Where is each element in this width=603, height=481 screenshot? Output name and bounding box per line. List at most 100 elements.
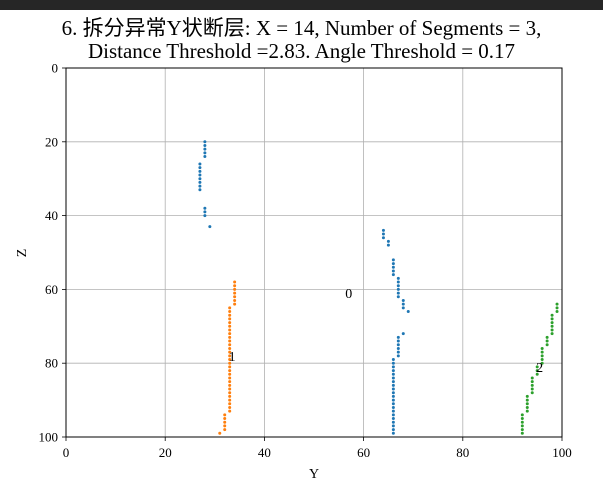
data-point-series-0 (406, 310, 410, 314)
data-point-series-2 (535, 365, 539, 369)
data-point-series-2 (520, 431, 524, 435)
data-point-series-1 (233, 298, 237, 302)
data-point-series-0 (396, 280, 400, 284)
data-point-series-1 (228, 365, 232, 369)
data-point-series-1 (228, 313, 232, 317)
x-axis-label: Y (309, 467, 319, 481)
data-point-series-2 (550, 317, 554, 321)
data-point-series-0 (198, 180, 202, 184)
data-point-series-1 (228, 328, 232, 332)
data-point-series-2 (550, 321, 554, 325)
data-point-series-0 (198, 184, 202, 188)
data-point-series-0 (396, 276, 400, 280)
data-point-series-2 (540, 361, 544, 365)
x-tick-label: 80 (456, 445, 469, 460)
data-point-series-0 (386, 239, 390, 243)
data-point-series-0 (198, 173, 202, 177)
data-point-series-2 (530, 380, 534, 384)
data-point-series-0 (401, 302, 405, 306)
data-point-series-2 (525, 402, 529, 406)
data-point-series-2 (520, 424, 524, 428)
data-point-series-1 (233, 291, 237, 295)
data-point-series-1 (228, 361, 232, 365)
data-point-series-1 (228, 387, 232, 391)
data-point-series-0 (198, 162, 202, 166)
data-point-series-0 (203, 140, 207, 144)
data-point-series-0 (381, 232, 385, 236)
data-point-series-0 (391, 273, 395, 277)
y-axis-label: Z (15, 249, 30, 258)
data-point-series-0 (391, 265, 395, 269)
x-tick-label: 40 (258, 445, 271, 460)
data-point-series-0 (391, 361, 395, 365)
data-point-series-2 (535, 369, 539, 373)
data-point-series-2 (530, 383, 534, 387)
data-point-series-0 (391, 369, 395, 373)
data-point-series-0 (391, 372, 395, 376)
data-point-series-0 (198, 188, 202, 192)
data-point-series-2 (550, 328, 554, 332)
data-point-series-0 (391, 365, 395, 369)
data-point-series-1 (223, 413, 227, 417)
data-point-series-2 (520, 417, 524, 421)
data-point-series-1 (228, 394, 232, 398)
data-point-series-0 (198, 166, 202, 170)
data-point-series-2 (545, 339, 549, 343)
y-tick-label: 100 (39, 430, 59, 445)
data-point-series-0 (381, 236, 385, 240)
data-point-series-1 (228, 409, 232, 413)
data-point-series-2 (550, 332, 554, 336)
data-point-series-0 (203, 143, 207, 147)
data-point-series-0 (391, 376, 395, 380)
data-point-series-0 (391, 391, 395, 395)
data-point-series-2 (550, 313, 554, 317)
data-point-series-0 (391, 402, 395, 406)
data-point-series-0 (391, 409, 395, 413)
data-point-series-2 (550, 324, 554, 328)
data-point-series-0 (208, 225, 212, 229)
data-point-series-0 (386, 243, 390, 247)
data-point-series-0 (203, 210, 207, 214)
data-point-series-1 (223, 428, 227, 432)
data-point-series-0 (391, 394, 395, 398)
data-point-series-0 (381, 228, 385, 232)
segment-label-0: 0 (345, 287, 352, 302)
data-point-series-2 (530, 391, 534, 395)
data-point-series-0 (396, 343, 400, 347)
data-point-series-2 (540, 346, 544, 350)
data-point-series-0 (401, 332, 405, 336)
data-point-series-2 (525, 405, 529, 409)
segment-annotations: 0 1 2 (229, 287, 544, 376)
y-tick-label: 80 (45, 356, 58, 371)
data-point-series-1 (233, 295, 237, 299)
data-point-series-2 (555, 302, 559, 306)
data-point-series-2 (535, 372, 539, 376)
data-point-series-1 (228, 372, 232, 376)
data-point-series-0 (391, 358, 395, 362)
data-point-series-0 (391, 383, 395, 387)
data-point-series-1 (228, 405, 232, 409)
data-point-series-1 (233, 287, 237, 291)
data-point-series-0 (396, 295, 400, 299)
data-point-series-0 (391, 269, 395, 273)
data-point-series-0 (396, 346, 400, 350)
data-point-series-1 (228, 358, 232, 362)
data-point-series-0 (396, 284, 400, 288)
data-point-series-0 (391, 258, 395, 262)
data-point-series-0 (391, 387, 395, 391)
data-point-series-0 (203, 155, 207, 159)
data-point-series-0 (391, 380, 395, 384)
data-point-series-2 (520, 428, 524, 432)
data-point-series-1 (228, 391, 232, 395)
data-point-series-1 (233, 302, 237, 306)
data-point-series-1 (228, 398, 232, 402)
data-point-series-1 (228, 335, 232, 339)
data-point-series-1 (228, 346, 232, 350)
data-point-series-0 (396, 287, 400, 291)
y-tick-label: 0 (52, 61, 59, 76)
x-tick-label: 60 (357, 445, 370, 460)
data-point-series-2 (530, 387, 534, 391)
data-point-series-1 (228, 317, 232, 321)
data-point-series-1 (233, 284, 237, 288)
data-point-series-1 (228, 369, 232, 373)
